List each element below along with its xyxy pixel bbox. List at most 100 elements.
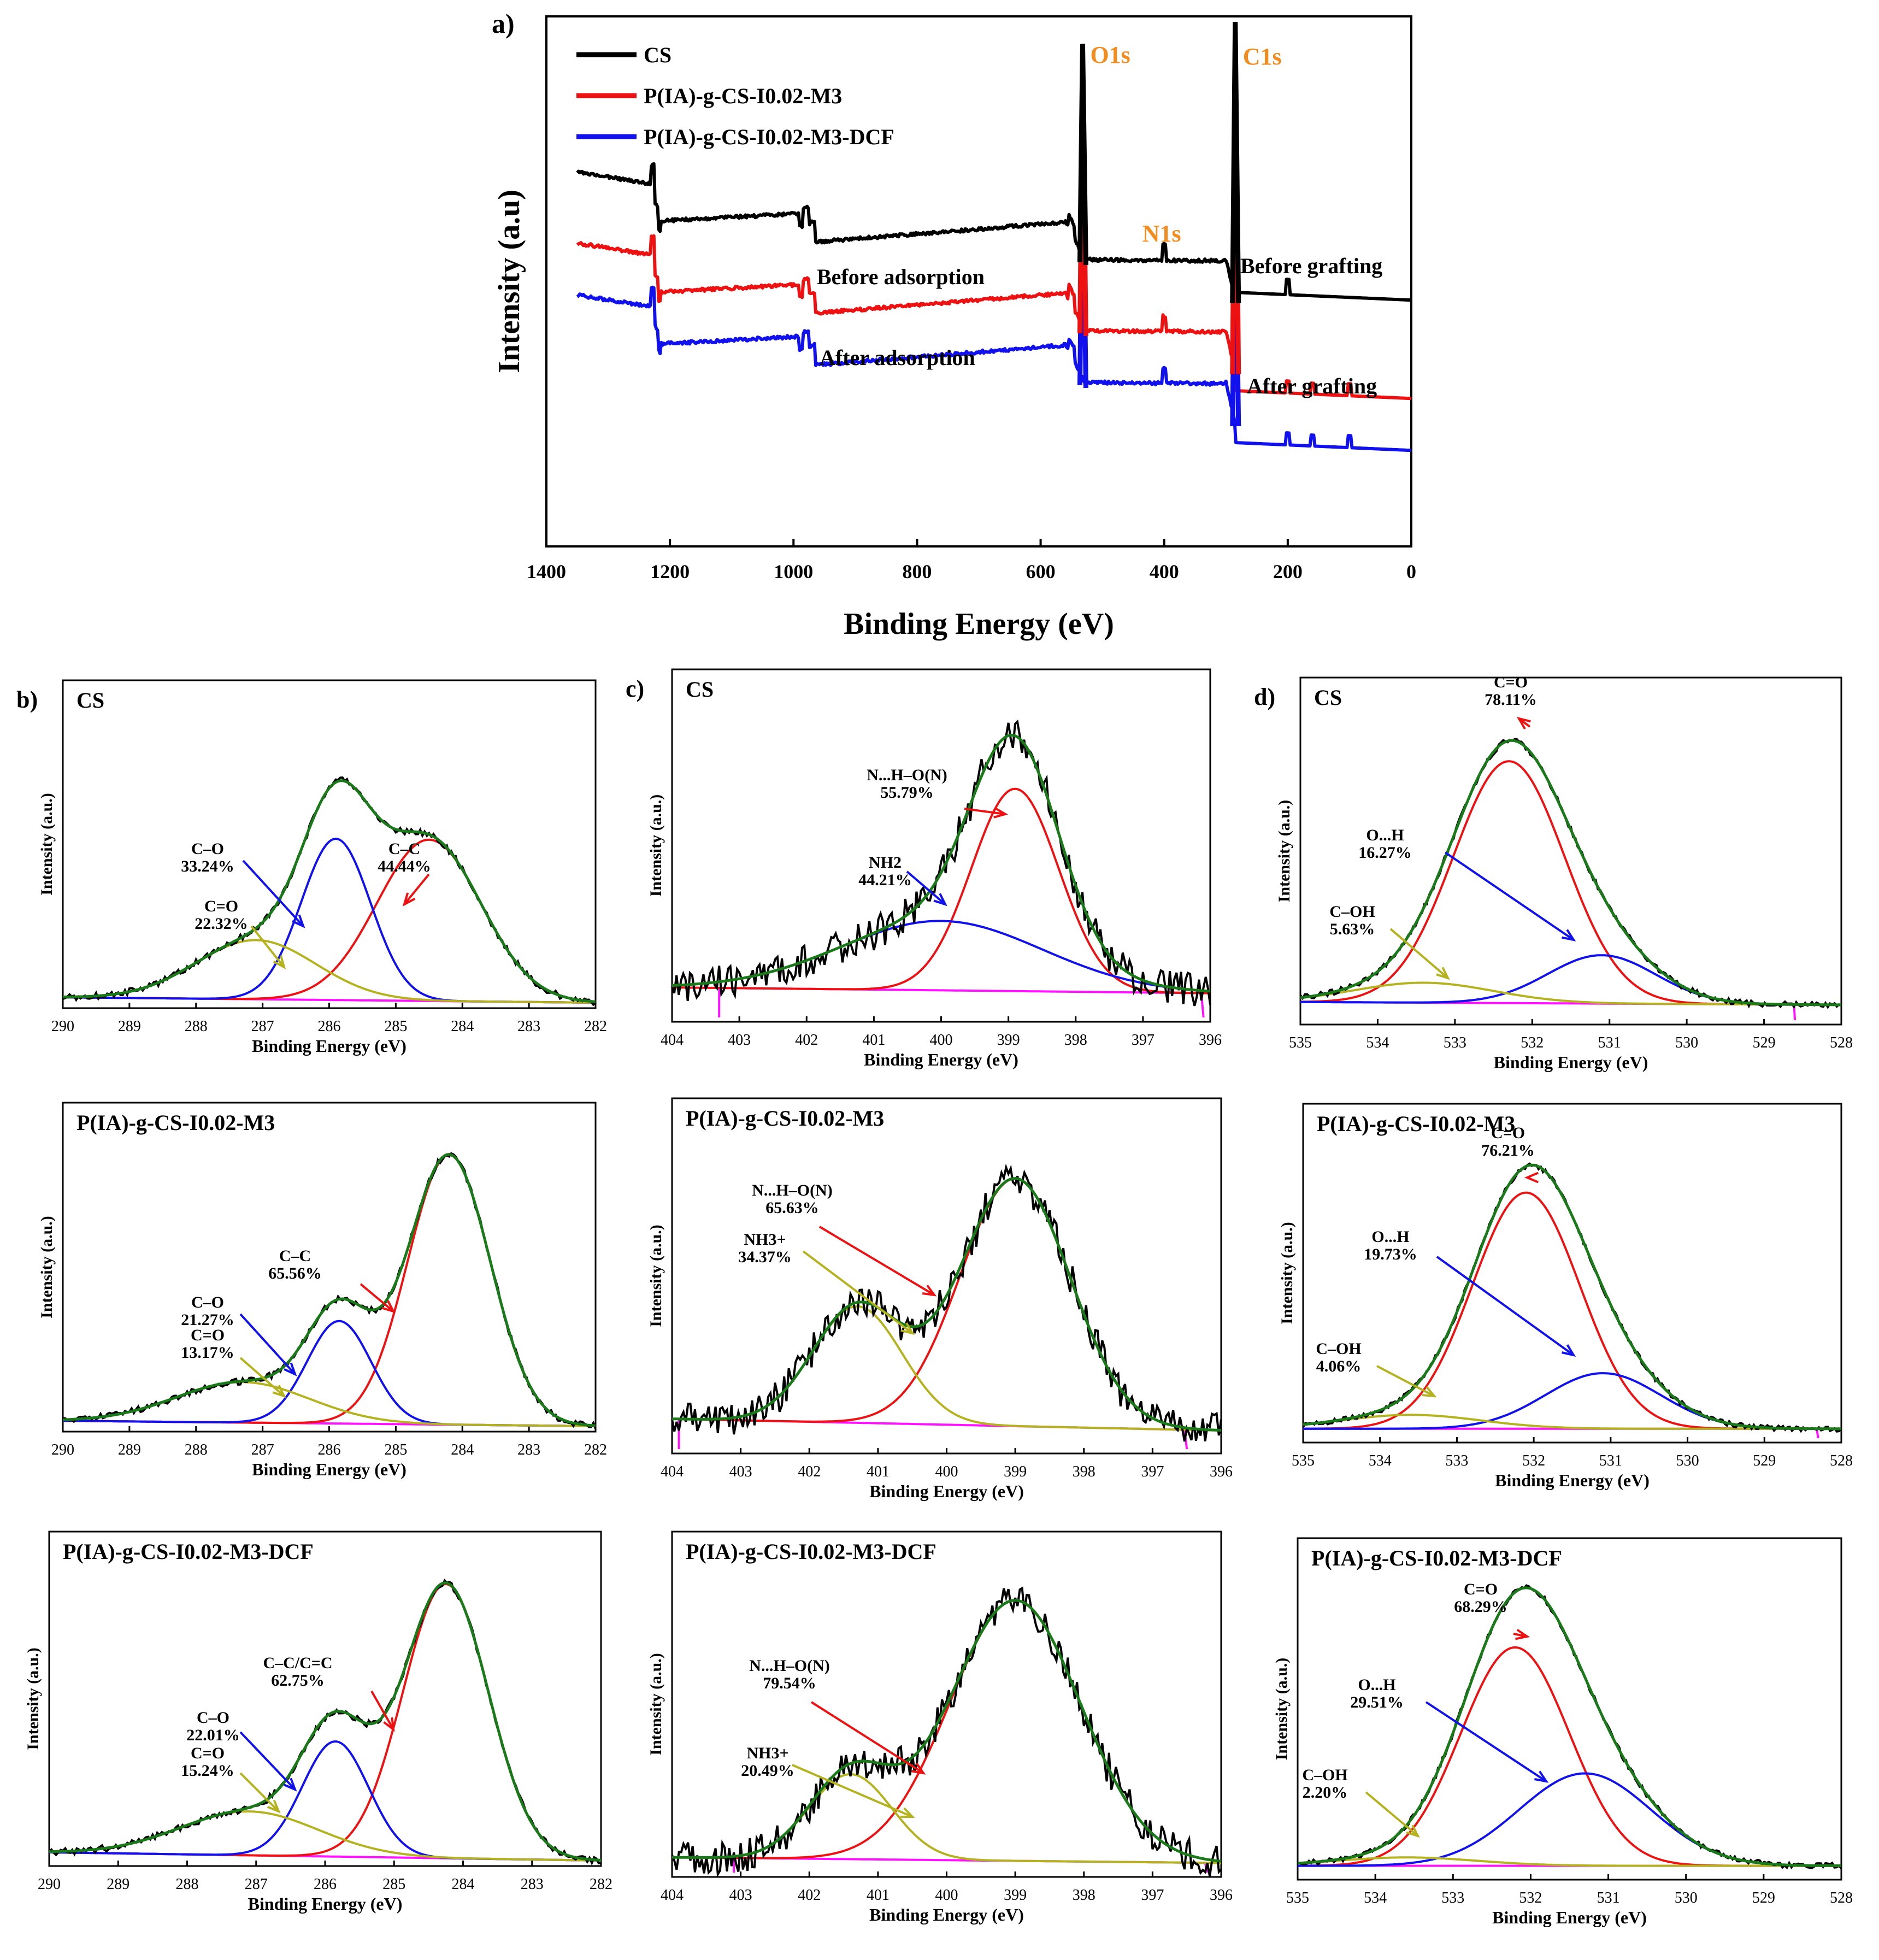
arrow-head <box>292 914 305 928</box>
component-label: C=O <box>191 1326 225 1344</box>
x-axis-label: Binding Energy (eV) <box>1492 1908 1647 1927</box>
x-axis-label: Binding Energy (eV) <box>248 1894 403 1914</box>
x-axis-label: Binding Energy (eV) <box>869 1481 1024 1501</box>
annotation-arrow <box>360 1283 394 1312</box>
annotation: Before grafting <box>1240 254 1382 278</box>
x-tick-label: 399 <box>1004 1887 1027 1904</box>
plot-frame <box>1299 676 1842 1026</box>
x-tick-label: 284 <box>451 1441 474 1458</box>
x-tick-label: 400 <box>930 1032 953 1049</box>
x-tick-label: 530 <box>1676 1452 1699 1469</box>
x-tick-label: 400 <box>935 1463 958 1480</box>
plot-frame <box>671 1097 1222 1455</box>
component-curve-blue <box>1300 954 1842 1006</box>
annotation: After adsorption <box>820 345 975 370</box>
fit-envelope <box>672 733 1211 993</box>
panel-a-survey-chart: 1400 1200 1000 800 600 400 200 0 Binding Energy … <box>492 8 1416 641</box>
annotation-arrow <box>1389 928 1449 979</box>
x-tick-label: 534 <box>1366 1034 1389 1051</box>
component-curve-blue <box>1303 1372 1841 1430</box>
annotation-arrow <box>239 1772 280 1812</box>
component-percent: 78.11% <box>1485 691 1537 709</box>
component-label: N...H–O(N) <box>867 766 947 784</box>
component-label: C–O <box>191 840 224 858</box>
arrow-head <box>272 1385 286 1398</box>
x-tick-label: 287 <box>251 1018 274 1035</box>
annotation-arrow <box>1376 1365 1435 1397</box>
x-tick-label: 397 <box>1141 1887 1164 1904</box>
x-tick-label: 283 <box>517 1018 540 1035</box>
x-tick-label: 528 <box>1830 1452 1853 1469</box>
x-axis-label: Binding Energy (eV) <box>864 1050 1018 1069</box>
y-axis-label: Intensity (a.u.) <box>1278 1222 1296 1325</box>
raw-spectrum <box>1302 1162 1842 1433</box>
component-percent: 44.21% <box>858 871 912 889</box>
baseline-curve <box>1303 1427 1819 1439</box>
panel-d1-o1s-cs: 535 534 533 532 531 530 529 528 Binding Energy (… <box>1254 673 1853 1072</box>
plot-frame <box>62 679 597 1009</box>
x-axis-label: Binding Energy (eV) <box>252 1036 407 1056</box>
arrow-head <box>402 892 416 907</box>
plot-frame <box>671 668 1211 1023</box>
component-label: C=O <box>1491 1124 1525 1142</box>
x-tick-label: 282 <box>584 1441 607 1458</box>
fit-envelope <box>1297 1586 1841 1867</box>
component-percent: 33.24% <box>181 857 234 875</box>
x-tick-label: 1400 <box>527 561 566 582</box>
x-tick-label: 398 <box>1073 1887 1095 1904</box>
component-label: C–C <box>388 840 420 858</box>
arrow-head <box>1524 1172 1539 1184</box>
x-tick-label: 288 <box>185 1018 208 1035</box>
x-tick-label: 528 <box>1830 1890 1853 1906</box>
component-curve-olive <box>1297 1856 1841 1867</box>
raw-spectrum <box>671 719 1211 1007</box>
x-tick-label: 282 <box>590 1876 612 1893</box>
x-tick-label: 399 <box>997 1032 1020 1049</box>
x-tick-label: 532 <box>1519 1890 1542 1906</box>
fit-envelope <box>672 1599 1222 1863</box>
y-axis-label: Intensity (a.u.) <box>24 1647 42 1750</box>
annotation-arrow <box>1425 1701 1547 1782</box>
x-tick-label: 529 <box>1752 1890 1775 1906</box>
panel-label: d) <box>1254 684 1275 710</box>
x-tick-label: 400 <box>935 1887 958 1904</box>
x-tick-label: 289 <box>107 1876 129 1893</box>
component-percent: 21.27% <box>181 1311 234 1329</box>
x-tick-label: 404 <box>661 1032 684 1049</box>
x-tick-label: 397 <box>1141 1463 1164 1480</box>
arrow-head <box>1516 716 1531 730</box>
fit-envelope <box>62 1152 596 1427</box>
arrow-head <box>900 1807 915 1818</box>
fit-envelope <box>62 779 596 1003</box>
component-percent: 62.75% <box>271 1671 325 1690</box>
x-tick-label: 800 <box>902 561 932 582</box>
panel-label: c) <box>626 675 644 702</box>
sample-title: P(IA)-g-CS-I0.02-M3 <box>76 1110 275 1135</box>
component-curve-blue <box>1298 1772 1841 1867</box>
annotation-arrow <box>1365 1791 1419 1837</box>
component-curve-olive <box>62 939 596 1004</box>
x-tick-label: 600 <box>1026 561 1056 582</box>
component-label: C–C <box>279 1247 311 1265</box>
arrow-head <box>1515 1628 1530 1640</box>
component-label: N...H–O(N) <box>749 1657 829 1675</box>
annotation-arrow <box>370 1691 394 1730</box>
x-tick-label: 396 <box>1210 1463 1233 1480</box>
panel-label: b) <box>16 686 38 713</box>
annotation-arrow <box>818 1226 935 1296</box>
sample-title: CS <box>1314 685 1342 710</box>
x-tick-label: 530 <box>1675 1890 1698 1906</box>
x-tick-label: 288 <box>176 1876 199 1893</box>
x-tick-label: 533 <box>1441 1890 1464 1906</box>
x-tick-label: 400 <box>1150 561 1179 582</box>
legend-entry: CS <box>644 43 672 67</box>
component-label: C–O <box>191 1293 224 1311</box>
component-percent: 22.32% <box>195 915 248 933</box>
survey-series-3 <box>576 285 1412 452</box>
component-percent: 20.49% <box>741 1762 794 1780</box>
annotation-arrow <box>964 808 1006 815</box>
fit-envelope <box>1303 1163 1841 1431</box>
component-percent: 4.06% <box>1316 1357 1362 1375</box>
x-tick-label: 534 <box>1364 1890 1387 1906</box>
